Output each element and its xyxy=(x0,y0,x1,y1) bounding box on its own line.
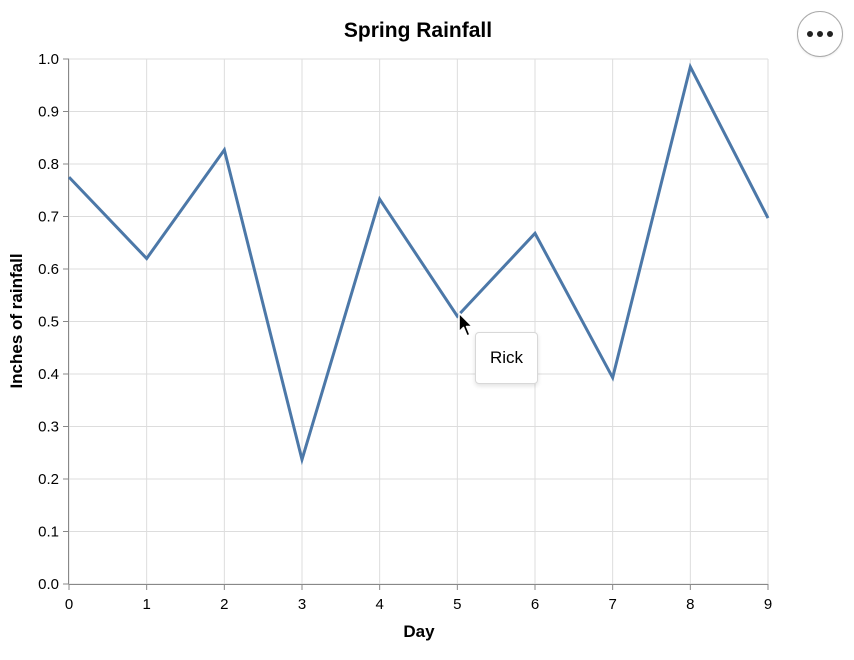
y-tick-label: 1.0 xyxy=(38,51,59,68)
x-tick-label: 4 xyxy=(375,596,383,613)
y-tick-label: 0.6 xyxy=(38,261,59,278)
data-point[interactable] xyxy=(529,227,541,239)
x-tick-label: 1 xyxy=(142,596,150,613)
y-tick-label: 0.9 xyxy=(38,104,59,121)
tooltip: Rick xyxy=(475,332,539,384)
y-tick-label: 0.2 xyxy=(38,471,59,488)
data-point[interactable] xyxy=(63,171,75,183)
x-tick-label: 6 xyxy=(531,596,539,613)
grid-layer xyxy=(68,58,769,585)
x-tick-label: 8 xyxy=(686,596,694,613)
series-layer[interactable] xyxy=(63,61,774,466)
x-tick-label: 5 xyxy=(453,596,461,613)
chart-actions-button[interactable] xyxy=(797,11,843,57)
mouse-pointer-icon xyxy=(458,312,474,337)
data-point[interactable] xyxy=(296,454,308,466)
y-tick-label: 0.5 xyxy=(38,314,59,331)
data-point[interactable] xyxy=(141,253,153,265)
data-point[interactable] xyxy=(762,212,774,224)
data-point[interactable] xyxy=(218,144,230,156)
y-tick-label: 0.8 xyxy=(38,156,59,173)
series-line[interactable] xyxy=(67,62,770,466)
x-tick-label: 2 xyxy=(220,596,228,613)
y-tick-label: 0.1 xyxy=(38,524,59,541)
data-point[interactable] xyxy=(374,193,386,205)
axis-layer: 0 1 2 3 4 5 6 7 8 9 0.0 0.1 0.2 0.3 0.4 0.5 0.6 0.7 0.8 0.9… xyxy=(38,51,772,613)
y-tick-label: 0.0 xyxy=(38,576,59,593)
y-tick-label: 0.4 xyxy=(38,366,59,383)
x-tick-label: 0 xyxy=(65,596,73,613)
y-axis-title: Inches of rainfall xyxy=(7,253,26,388)
y-tick-label: 0.7 xyxy=(38,209,59,226)
data-point[interactable] xyxy=(607,372,619,384)
x-axis-title: Day xyxy=(403,622,435,641)
tooltip-text: Rick xyxy=(490,348,524,367)
x-tick-label: 9 xyxy=(764,596,772,613)
more-horizontal-icon xyxy=(807,31,833,37)
x-tick-label: 7 xyxy=(608,596,616,613)
y-tick-label: 0.3 xyxy=(38,419,59,436)
data-point[interactable] xyxy=(684,61,696,73)
x-tick-label: 3 xyxy=(298,596,306,613)
chart-title: Spring Rainfall xyxy=(344,19,492,42)
